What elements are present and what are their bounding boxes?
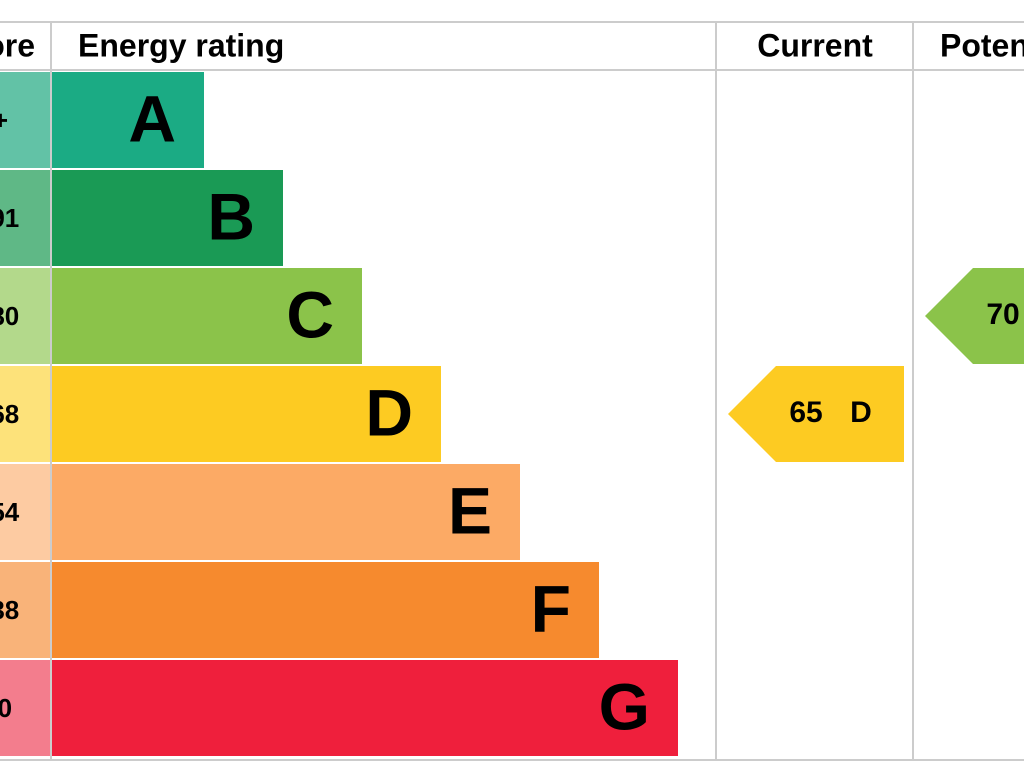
current-letter: D xyxy=(850,396,872,429)
band-bar xyxy=(52,562,599,658)
score-label: 1-20 xyxy=(0,693,12,723)
score-cell xyxy=(0,562,50,658)
band-letter: E xyxy=(448,473,492,547)
current-value: 65 xyxy=(789,396,822,429)
current-arrow xyxy=(728,366,904,462)
band-letter: C xyxy=(286,277,334,351)
score-label: 92+ xyxy=(0,105,8,135)
band-letter: G xyxy=(599,669,650,743)
score-cell xyxy=(0,170,50,266)
score-label: 39-54 xyxy=(0,497,20,527)
header-current: Current xyxy=(757,27,873,63)
score-label: 21-38 xyxy=(0,595,19,625)
band-letter: B xyxy=(207,179,255,253)
band-letter: D xyxy=(365,375,413,449)
band-bar xyxy=(52,464,520,560)
potential-value: 70 xyxy=(986,298,1019,331)
score-cell xyxy=(0,268,50,364)
score-label: 69-80 xyxy=(0,301,19,331)
band-letter: A xyxy=(128,81,176,155)
band-letter: F xyxy=(531,571,571,645)
header-score: Score xyxy=(0,27,35,63)
band-bar xyxy=(52,268,362,364)
score-cell xyxy=(0,366,50,462)
score-cell xyxy=(0,660,50,756)
band-bar xyxy=(52,366,441,462)
band-bar xyxy=(52,72,204,168)
potential-arrow xyxy=(925,268,1024,364)
score-label: 55-68 xyxy=(0,399,19,429)
score-label: 81-91 xyxy=(0,203,19,233)
header-potential: Potential xyxy=(940,27,1024,63)
header-rating: Energy rating xyxy=(78,27,284,63)
band-bar xyxy=(52,170,283,266)
score-cell xyxy=(0,72,50,168)
score-cell xyxy=(0,464,50,560)
band-bar xyxy=(52,660,678,756)
